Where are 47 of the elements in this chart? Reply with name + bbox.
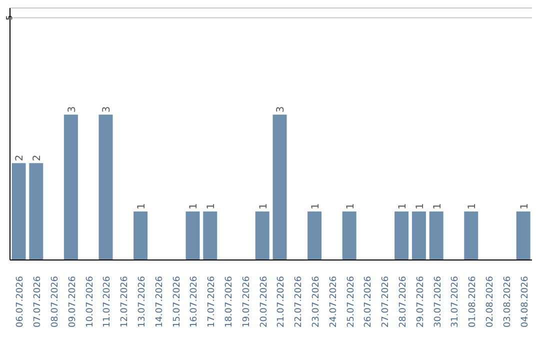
x-tick-label: 26.07.2026	[364, 276, 374, 328]
x-tick-label: 20.07.2026	[259, 276, 270, 328]
x-tick-label: 14.07.2026	[154, 276, 165, 328]
data-label: 3	[276, 106, 287, 113]
y-tick-label: 5	[5, 15, 14, 20]
x-tick-label: 31.07.2026	[450, 276, 461, 328]
data-label: 1	[345, 203, 356, 210]
x-tick-label: 21.07.2026	[276, 276, 287, 328]
x-tick-label: 09.07.2026	[68, 276, 78, 328]
x-tick-label: 03.08.2026	[502, 276, 513, 328]
data-label: 2	[32, 154, 44, 162]
data-label: 3	[102, 106, 113, 113]
x-tick-label: 16.07.2026	[190, 276, 200, 328]
data-label: 2	[14, 154, 26, 162]
data-label: 1	[414, 203, 426, 210]
data-label: 3	[66, 106, 78, 113]
x-tick-label: 12.07.2026	[120, 276, 130, 328]
data-label: 1	[310, 203, 322, 210]
data-label: 1	[467, 203, 478, 210]
x-tick-label: 02.08.2026	[486, 276, 496, 328]
data-label: 1	[398, 203, 409, 210]
data-label: 1	[136, 203, 148, 210]
x-tick-label: 08.07.2026	[50, 276, 60, 328]
data-label: 1	[519, 203, 530, 210]
x-tick-label: 27.07.2026	[381, 276, 392, 328]
x-tick-label: 01.08.2026	[468, 276, 478, 328]
x-tick-label: 15.07.2026	[172, 276, 182, 328]
data-label: 1	[206, 203, 218, 210]
x-tick-label: 30.07.2026	[433, 276, 444, 328]
x-tick-label: 10.07.2026	[85, 276, 96, 328]
x-tick-label: 29.07.2026	[416, 276, 426, 328]
data-label: 1	[188, 203, 200, 210]
x-tick-label: 24.07.2026	[328, 276, 339, 328]
x-tick-label: 04.08.2026	[520, 276, 530, 328]
x-tick-label: 13.07.2026	[138, 276, 148, 328]
x-tick-label: 28.07.2026	[398, 276, 408, 328]
x-tick-label: 23.07.2026	[312, 276, 322, 328]
x-tick-label: 11.07.2026	[102, 276, 113, 328]
x-tick-label: 07.07.2026	[33, 276, 44, 328]
x-tick-label: 19.07.2026	[242, 276, 252, 328]
data-label: 1	[432, 203, 444, 210]
x-tick-label: 18.07.2026	[224, 276, 234, 328]
x-tick-label: 25.07.2026	[346, 276, 356, 328]
x-tick-label: 22.07.2026	[294, 276, 304, 328]
data-label: 1	[258, 203, 270, 210]
x-tick-label: 17.07.2026	[207, 276, 218, 328]
x-tick-label: 06.07.2026	[16, 276, 26, 328]
